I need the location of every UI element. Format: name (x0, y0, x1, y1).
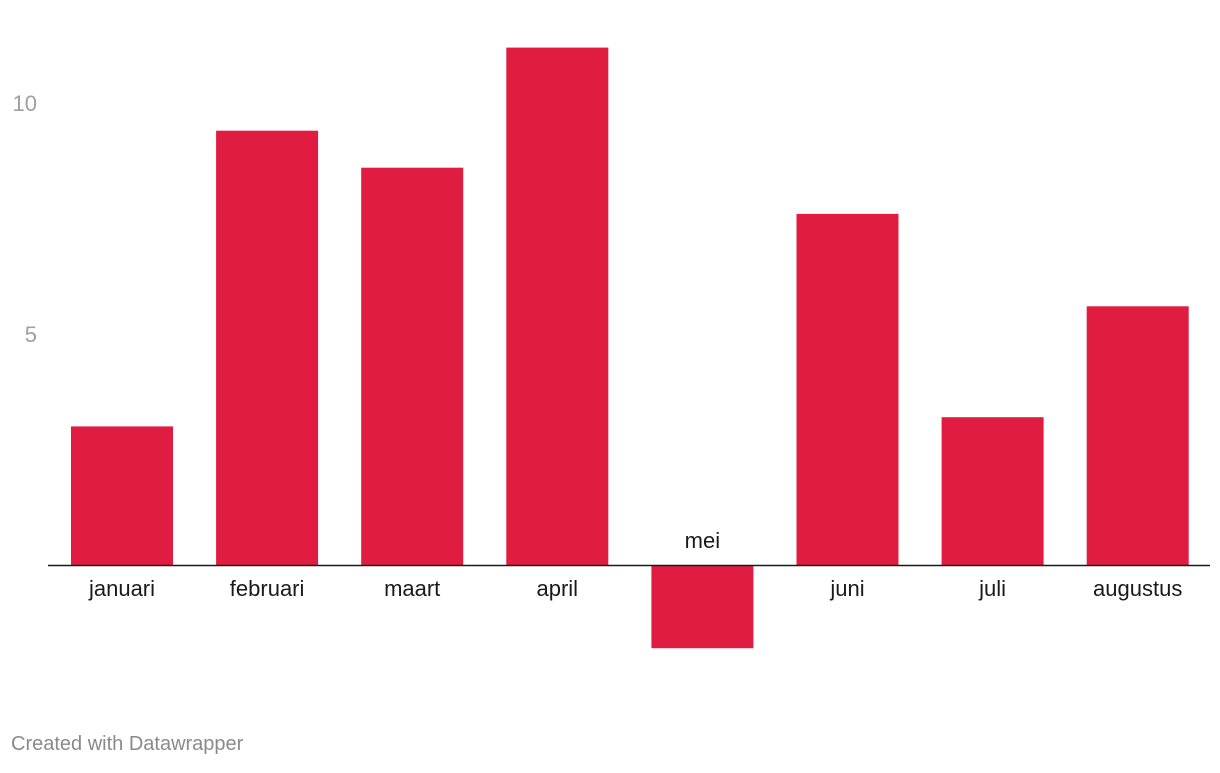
x-tick-label-juli: juli (978, 576, 1006, 601)
x-tick-label-augustus: augustus (1093, 576, 1182, 601)
bar-februari (216, 130, 319, 565)
bar-april (506, 47, 609, 566)
y-tick-label: 10 (13, 91, 37, 116)
x-tick-label-februari: februari (230, 576, 305, 601)
bar-januari (71, 426, 173, 565)
bar-juni (796, 213, 899, 565)
bar-mei (651, 565, 754, 649)
x-tick-label-mei: mei (685, 528, 720, 553)
bar-juli (941, 417, 1044, 565)
bar-maart (361, 167, 464, 565)
bar-augustus (1086, 306, 1189, 565)
x-tick-label-april: april (537, 576, 579, 601)
y-axis-ticks: 5 10 (13, 91, 37, 347)
bars-group (71, 47, 1189, 649)
x-tick-label-januari: januari (88, 576, 155, 601)
x-tick-label-maart: maart (384, 576, 440, 601)
x-tick-label-juni: juni (829, 576, 864, 601)
footer-credit: Created with Datawrapper (11, 733, 244, 755)
x-axis-labels: januari februari maart april mei juni juli augu… (88, 528, 1182, 601)
y-tick-label: 5 (25, 322, 37, 347)
